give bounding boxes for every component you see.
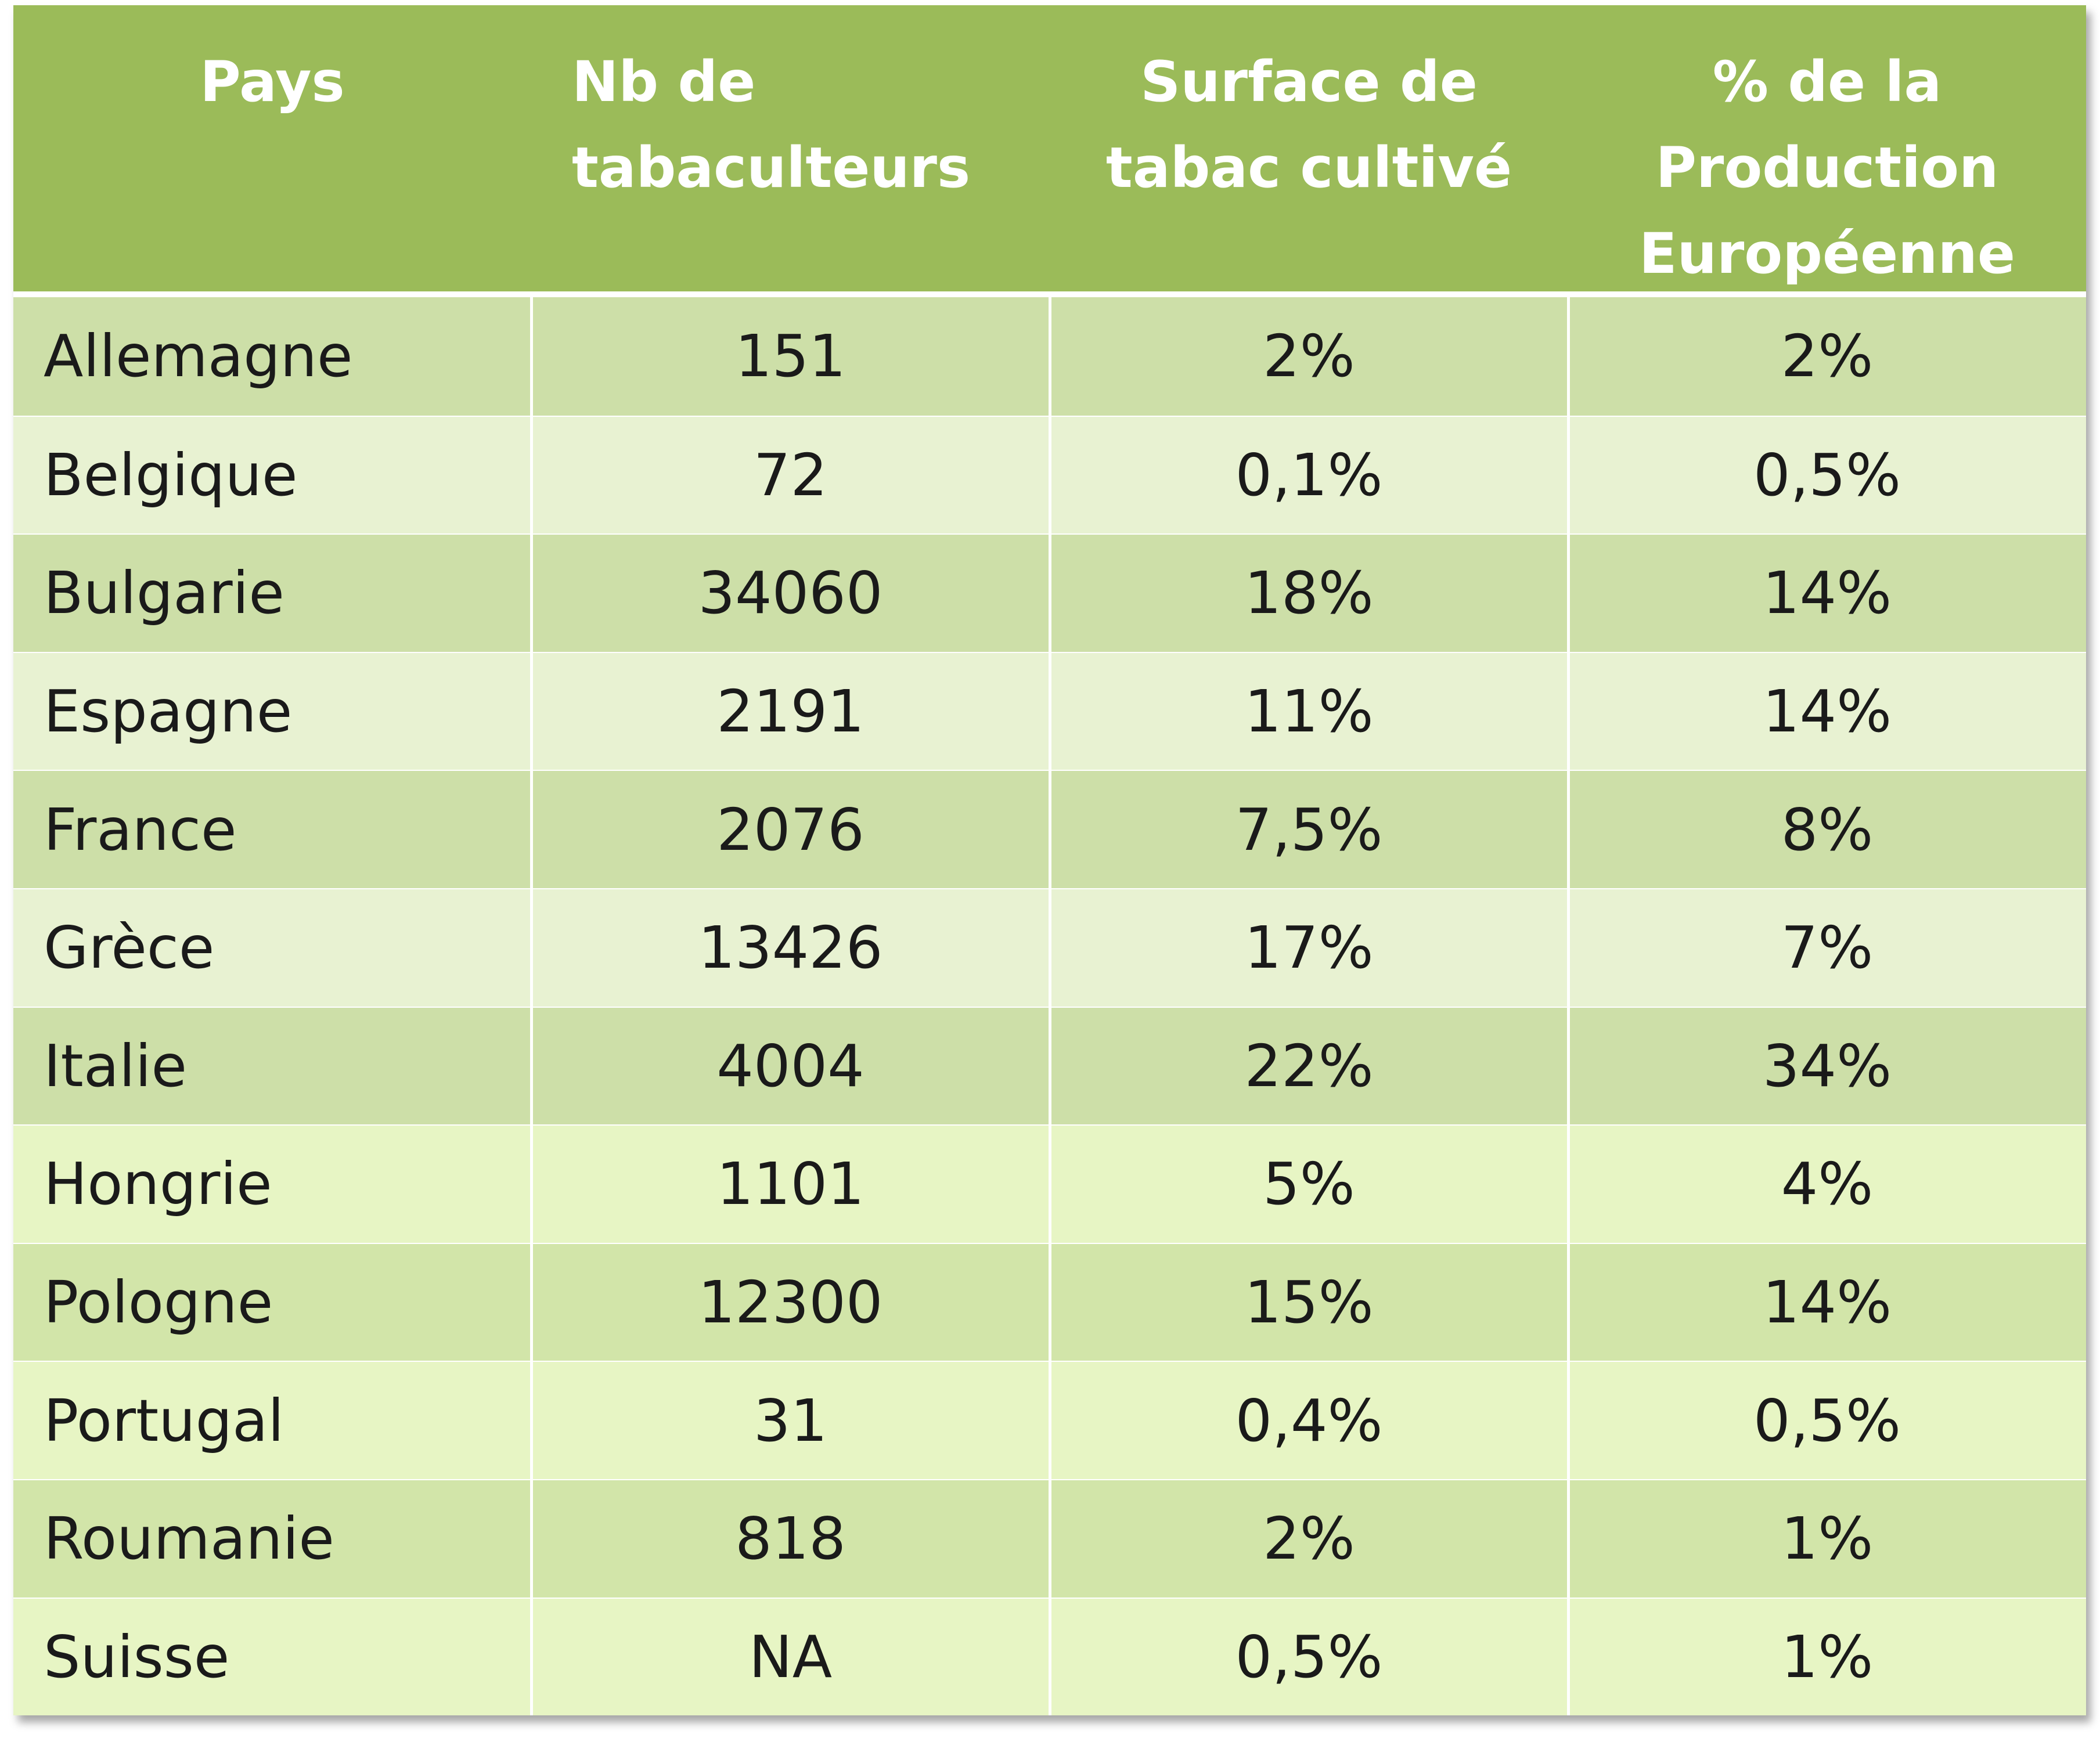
cell-nb-tabaculteurs: 2076 [716,795,865,864]
cell-nb-tabaculteurs: 72 [753,441,828,509]
cell-production: 4% [1781,1150,1874,1218]
column-divider [1049,297,1051,1715]
cell-pays: Portugal [44,1386,284,1455]
cell-surface: 7,5% [1235,795,1383,864]
cell-pays: Italie [44,1032,188,1100]
header-surface-tabac: Surface de tabac cultivé [1105,49,1512,200]
cell-pays: Bulgarie [44,559,284,628]
cell-pays: Allemagne [44,322,353,391]
header-production-europeenne: % de la Production Européenne [1639,49,2015,286]
cell-production: 34% [1762,1032,1892,1100]
cell-surface: 0,4% [1235,1386,1383,1455]
cell-nb-tabaculteurs: 4004 [716,1032,865,1100]
cell-pays: Belgique [44,441,298,509]
cell-nb-tabaculteurs: 818 [735,1505,846,1573]
cell-surface: 2% [1263,322,1355,391]
cell-production: 0,5% [1753,1386,1901,1455]
cell-production: 14% [1762,1268,1892,1337]
cell-nb-tabaculteurs: 12300 [698,1268,883,1337]
cell-production: 2% [1781,322,1874,391]
cell-production: 14% [1762,559,1892,628]
cell-nb-tabaculteurs: 31 [753,1386,828,1455]
cell-surface: 2% [1263,1505,1355,1573]
cell-pays: Roumanie [44,1505,334,1573]
cell-production: 1% [1781,1622,1874,1691]
cell-pays: Suisse [44,1622,230,1691]
cell-surface: 5% [1263,1150,1355,1218]
cell-pays: Grèce [44,914,215,982]
cell-surface: 17% [1244,914,1374,982]
cell-surface: 0,1% [1235,441,1383,509]
table-header-row: Pays Nb de tabaculteurs Surface de tabac… [13,5,2086,297]
cell-pays: Pologne [44,1268,273,1337]
cell-production: 8% [1781,795,1874,864]
header-pays: Pays [200,49,345,114]
cell-nb-tabaculteurs: 2191 [716,677,865,746]
cell-nb-tabaculteurs: 13426 [698,914,883,982]
cell-nb-tabaculteurs: 151 [735,322,846,391]
cell-surface: 0,5% [1235,1622,1383,1691]
column-divider [1567,297,1570,1715]
cell-nb-tabaculteurs: 1101 [716,1150,865,1218]
header-nb-tabaculteurs: Nb de tabaculteurs [572,49,971,200]
cell-surface: 11% [1244,677,1374,746]
cell-nb-tabaculteurs: NA [748,1622,833,1691]
cell-pays: Hongrie [44,1150,272,1218]
cell-pays: Espagne [44,677,293,746]
cell-pays: France [44,795,237,864]
column-divider [530,297,533,1715]
data-table: Pays Nb de tabaculteurs Surface de tabac… [13,5,2086,1716]
cell-production: 1% [1781,1505,1874,1573]
cell-surface: 15% [1244,1268,1374,1337]
cell-production: 0,5% [1753,441,1901,509]
cell-production: 14% [1762,677,1892,746]
cell-surface: 18% [1244,559,1374,628]
cell-production: 7% [1781,914,1874,982]
cell-surface: 22% [1244,1032,1374,1100]
cell-nb-tabaculteurs: 34060 [698,559,883,628]
